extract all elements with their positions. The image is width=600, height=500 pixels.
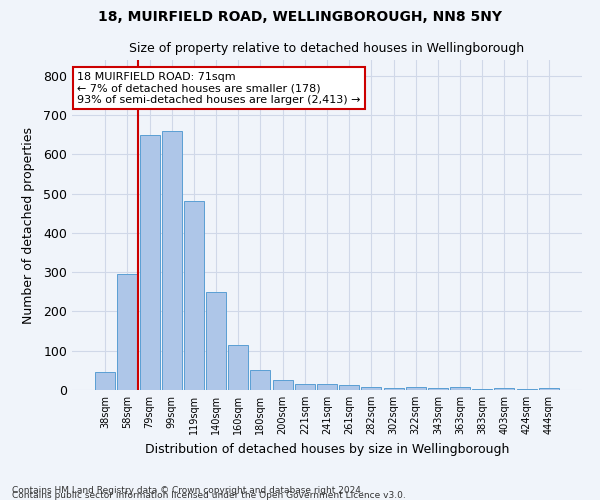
Bar xyxy=(317,384,337,390)
Bar xyxy=(162,130,182,390)
Bar xyxy=(118,274,137,390)
Bar xyxy=(95,372,115,390)
Bar xyxy=(206,292,226,390)
Bar xyxy=(250,370,271,390)
Bar xyxy=(339,386,359,390)
Bar xyxy=(272,380,293,390)
Bar xyxy=(295,384,315,390)
Text: 18, MUIRFIELD ROAD, WELLINGBOROUGH, NN8 5NY: 18, MUIRFIELD ROAD, WELLINGBOROUGH, NN8 … xyxy=(98,10,502,24)
Bar xyxy=(494,388,514,390)
Bar xyxy=(428,388,448,390)
Bar xyxy=(383,388,404,390)
Bar xyxy=(140,134,160,390)
Bar xyxy=(184,202,204,390)
Bar xyxy=(361,387,382,390)
Title: Size of property relative to detached houses in Wellingborough: Size of property relative to detached ho… xyxy=(130,42,524,54)
Text: 18 MUIRFIELD ROAD: 71sqm
← 7% of detached houses are smaller (178)
93% of semi-d: 18 MUIRFIELD ROAD: 71sqm ← 7% of detache… xyxy=(77,72,361,105)
Bar xyxy=(450,387,470,390)
X-axis label: Distribution of detached houses by size in Wellingborough: Distribution of detached houses by size … xyxy=(145,442,509,456)
Bar xyxy=(472,389,492,390)
Bar xyxy=(406,387,426,390)
Y-axis label: Number of detached properties: Number of detached properties xyxy=(22,126,35,324)
Bar xyxy=(228,345,248,390)
Text: Contains HM Land Registry data © Crown copyright and database right 2024.: Contains HM Land Registry data © Crown c… xyxy=(12,486,364,495)
Text: Contains public sector information licensed under the Open Government Licence v3: Contains public sector information licen… xyxy=(12,491,406,500)
Bar xyxy=(517,389,536,390)
Bar xyxy=(539,388,559,390)
